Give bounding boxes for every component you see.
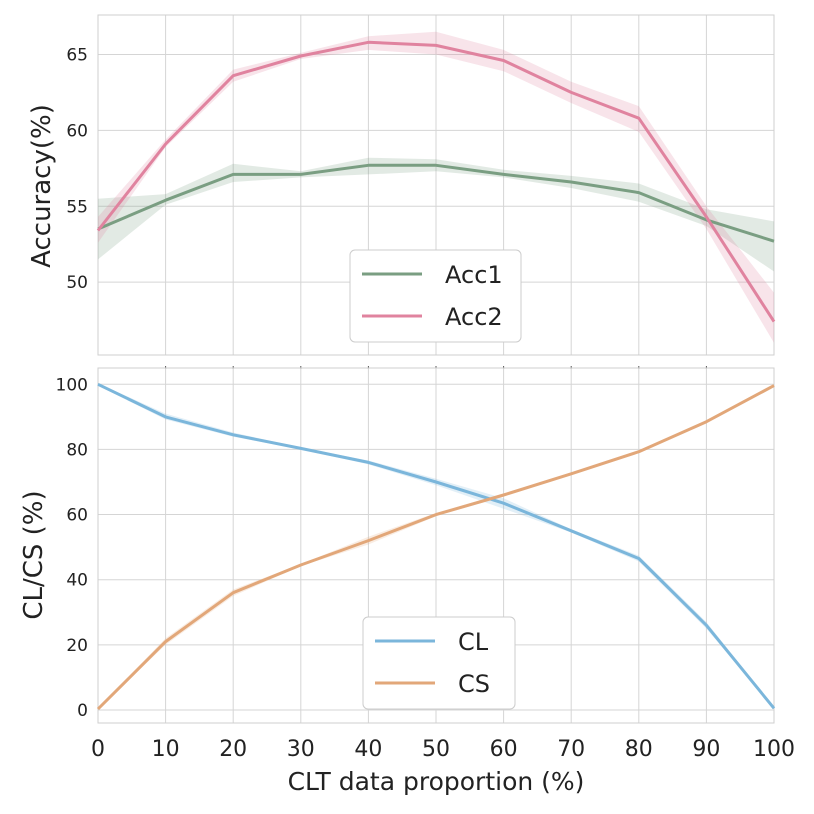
cl-series-line — [97, 382, 776, 710]
legend-box — [362, 616, 516, 710]
y-tick-label: 80 — [66, 440, 88, 460]
cl-cs-y-axis-label: CL/CS (%) — [19, 490, 49, 619]
accuracy-y-ticks: 50 55 60 65 — [66, 45, 88, 293]
x-tick-label: 10 — [152, 737, 180, 762]
legend-label-acc1: Acc1 — [445, 261, 503, 289]
x-axis-label: CLT data proportion (%) — [288, 767, 585, 796]
plot-frame — [97, 14, 775, 356]
cl-cs-panel: 0 20 40 60 80 100 0 10 20 30 40 50 60 70 80 90 100 CL/C… — [19, 367, 795, 796]
accuracy-legend: Acc1 Acc2 — [349, 249, 522, 343]
y-tick-label: 65 — [66, 45, 88, 65]
y-tick-label: 40 — [66, 571, 88, 591]
legend-label-acc2: Acc2 — [445, 303, 503, 331]
accuracy-panel: 50 55 60 65 Accuracy(%) Acc1 Acc2 — [27, 14, 776, 369]
plot-frame — [97, 367, 775, 724]
cl-cs-y-ticks: 0 20 40 60 80 100 — [56, 375, 88, 721]
x-tick-label: 70 — [557, 737, 585, 762]
x-ticks: 0 10 20 30 40 50 60 70 80 90 100 — [91, 737, 795, 762]
acc2-series-line — [96, 40, 776, 323]
acc2-confidence-band — [98, 31, 774, 343]
x-tick-label: 90 — [692, 737, 720, 762]
cs-series-line — [96, 384, 775, 711]
x-tick-label: 20 — [219, 737, 247, 762]
cl-cs-legend: CL CS — [362, 616, 516, 710]
y-tick-label: 60 — [66, 506, 88, 526]
y-tick-label: 20 — [66, 636, 88, 656]
x-tick-label: 0 — [91, 737, 105, 762]
accuracy-grid — [97, 14, 775, 356]
y-tick-label: 50 — [66, 273, 88, 293]
cl-cs-lines — [96, 382, 776, 711]
x-tick-label: 30 — [287, 737, 315, 762]
x-tick-label: 100 — [753, 737, 795, 762]
accuracy-y-axis-label: Accuracy(%) — [27, 104, 57, 268]
y-tick-label: 55 — [66, 197, 88, 217]
y-tick-label: 0 — [77, 701, 88, 721]
x-tick-label: 60 — [490, 737, 518, 762]
x-tick-label: 40 — [354, 737, 382, 762]
legend-label-cl: CL — [458, 628, 489, 656]
y-tick-label: 60 — [66, 121, 88, 141]
acc1-series-line — [97, 163, 775, 243]
y-tick-label: 100 — [56, 375, 88, 395]
x-tick-label: 50 — [422, 737, 450, 762]
legend-label-cs: CS — [458, 670, 490, 698]
accuracy-lines — [96, 40, 776, 323]
x-tick-label: 80 — [625, 737, 653, 762]
